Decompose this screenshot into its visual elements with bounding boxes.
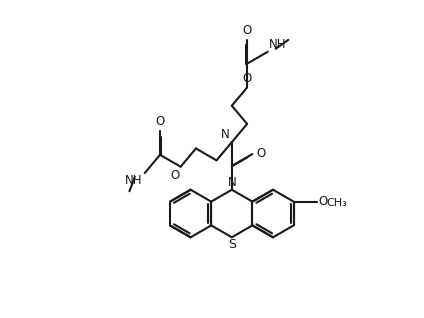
- Text: O: O: [156, 115, 165, 128]
- Text: O: O: [243, 24, 252, 37]
- Text: O: O: [243, 73, 252, 86]
- Text: N: N: [221, 128, 230, 141]
- Text: O: O: [318, 195, 328, 208]
- Text: NH: NH: [269, 38, 286, 51]
- Text: S: S: [228, 238, 236, 251]
- Text: O: O: [170, 169, 180, 182]
- Text: NH: NH: [125, 174, 143, 187]
- Text: CH₃: CH₃: [326, 197, 347, 208]
- Text: O: O: [257, 147, 266, 160]
- Text: N: N: [227, 176, 236, 189]
